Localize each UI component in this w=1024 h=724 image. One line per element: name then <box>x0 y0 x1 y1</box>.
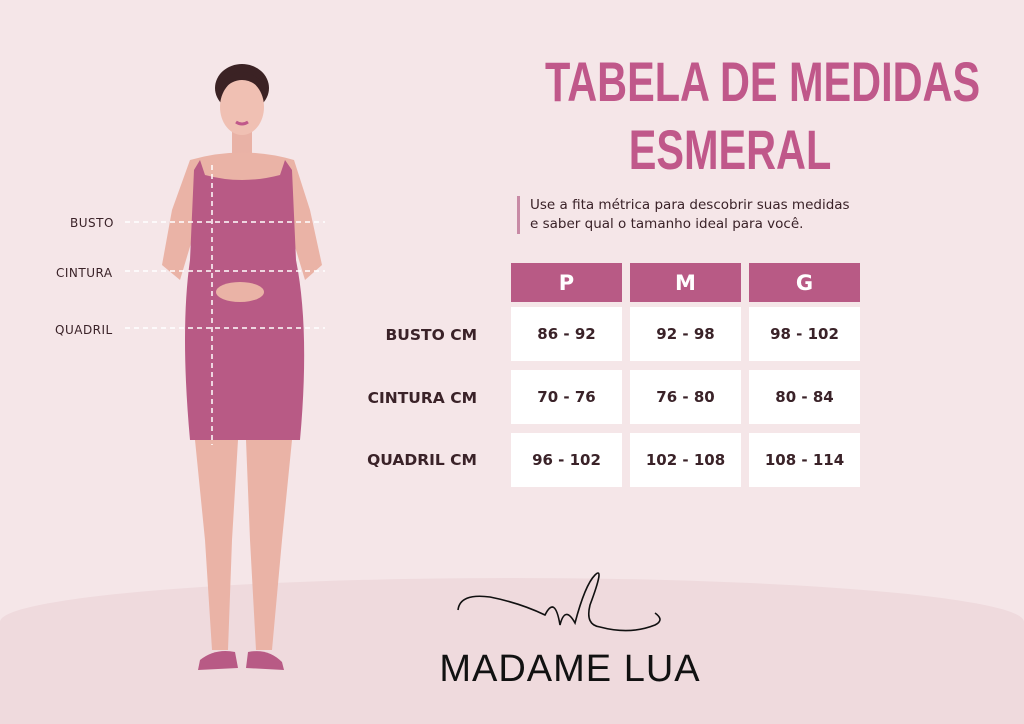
row-label-cintura: CINTURA CM <box>367 389 477 407</box>
size-header-p: P <box>511 263 622 302</box>
table-cell: 102 - 108 <box>630 433 741 487</box>
brand-monogram-logo <box>457 572 661 632</box>
row-label-quadril: QUADRIL CM <box>367 451 477 469</box>
table-cell: 70 - 76 <box>511 370 622 424</box>
row-label-busto: BUSTO CM <box>385 326 477 344</box>
label-busto: BUSTO <box>70 216 114 230</box>
subtitle: Use a fita métrica para descobrir suas m… <box>517 196 850 234</box>
brand-name: MADAME LUA <box>439 648 701 690</box>
size-header-g: G <box>749 263 860 302</box>
label-cintura: CINTURA <box>56 266 113 280</box>
table-cell: 92 - 98 <box>630 307 741 361</box>
measurement-lines <box>125 165 325 445</box>
table-cell: 108 - 114 <box>749 433 860 487</box>
table-cell: 96 - 102 <box>511 433 622 487</box>
table-cell: 86 - 92 <box>511 307 622 361</box>
woman-illustration <box>125 64 325 670</box>
page-title-line1: TABELA DE MEDIDAS <box>545 50 981 113</box>
table-cell: 98 - 102 <box>749 307 860 361</box>
page-title-line2: ESMERAL <box>628 118 832 181</box>
subtitle-line2: e saber qual o tamanho ideal para você. <box>530 216 804 232</box>
subtitle-line1: Use a fita métrica para descobrir suas m… <box>530 197 850 213</box>
size-header-m: M <box>630 263 741 302</box>
label-quadril: QUADRIL <box>55 323 113 337</box>
table-cell: 80 - 84 <box>749 370 860 424</box>
table-cell: 76 - 80 <box>630 370 741 424</box>
